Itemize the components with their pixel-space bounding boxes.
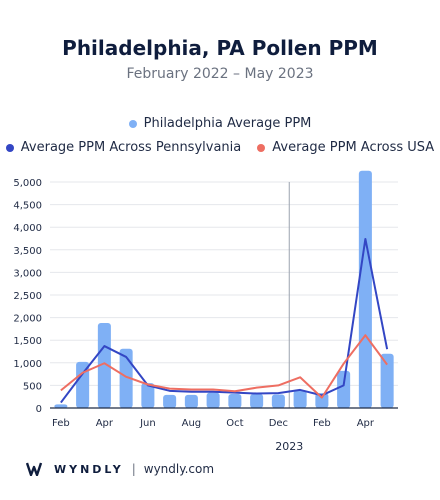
bar	[206, 392, 220, 408]
legend-item-philadelphia[interactable]: Philadelphia Average PPM	[128, 116, 312, 131]
y-tick-label: 4,000	[13, 223, 42, 234]
bar	[271, 394, 285, 408]
y-tick-label: 0	[36, 404, 42, 415]
legend-label-usa: Average PPM Across USA	[272, 140, 435, 155]
bar	[54, 404, 68, 408]
chart-subtitle: February 2022 – May 2023	[126, 66, 314, 82]
bar	[163, 394, 177, 408]
legend-label-philadelphia: Philadelphia Average PPM	[143, 116, 312, 131]
wyndly-logo-icon	[26, 462, 43, 476]
legend-item-pennsylvania[interactable]: Average PPM Across Pennsylvania	[5, 140, 242, 155]
x-tick-label: Feb	[313, 418, 331, 429]
legend-swatch-philadelphia	[128, 119, 137, 128]
y-tick-label: 3,500	[13, 246, 42, 257]
x-tick-label: Apr	[357, 418, 375, 429]
y-tick-label: 4,500	[13, 201, 42, 212]
footer-separator: |	[131, 462, 136, 476]
pollen-chart: 0 500 1,000 1,500 2,000 2,500 3,000 3,500 4,000 4…	[13, 170, 398, 453]
x-tick-label: Dec	[269, 418, 288, 429]
y-tick-label: 1,500	[13, 336, 42, 347]
brand-name: WYNDLY	[54, 462, 124, 476]
bar	[184, 394, 198, 408]
brand-url[interactable]: wyndly.com	[143, 462, 215, 476]
legend-swatch-usa	[257, 143, 266, 152]
bar	[119, 348, 133, 408]
bar	[380, 353, 394, 408]
y-tick-label: 5,000	[13, 178, 42, 189]
x-tick-label: Jun	[139, 418, 156, 429]
line-pennsylvania	[60, 237, 389, 404]
legend-row-2: Average PPM Across Pennsylvania Average …	[0, 140, 440, 155]
bar	[293, 390, 307, 408]
bar	[76, 361, 90, 408]
legend-label-pennsylvania: Average PPM Across Pennsylvania	[20, 140, 242, 155]
line-usa	[60, 334, 388, 399]
year-label: 2023	[275, 440, 303, 453]
bar	[315, 393, 329, 408]
x-tick-label: Feb	[52, 418, 70, 429]
y-tick-label: 2,000	[13, 314, 42, 325]
x-tick-label: Apr	[96, 418, 114, 429]
chart-title: Philadelphia, PA Pollen PPM	[62, 36, 378, 60]
x-tick-label: Oct	[226, 418, 243, 429]
bar	[358, 170, 372, 408]
legend-item-usa[interactable]: Average PPM Across USA	[257, 140, 434, 155]
x-tick-label: Aug	[182, 418, 202, 429]
bar	[97, 323, 111, 408]
y-tick-label: 3,000	[13, 268, 42, 279]
y-tick-label: 500	[23, 381, 42, 392]
legend-row-1: Philadelphia Average PPM	[0, 116, 440, 131]
bar	[250, 393, 264, 408]
legend-swatch-pennsylvania	[5, 143, 14, 152]
bar	[141, 383, 155, 408]
y-tick-label: 2,500	[13, 291, 42, 302]
bar	[228, 393, 242, 408]
y-tick-label: 1,000	[13, 359, 42, 370]
bar	[337, 370, 351, 408]
footer: WYNDLY | wyndly.com	[26, 462, 214, 476]
